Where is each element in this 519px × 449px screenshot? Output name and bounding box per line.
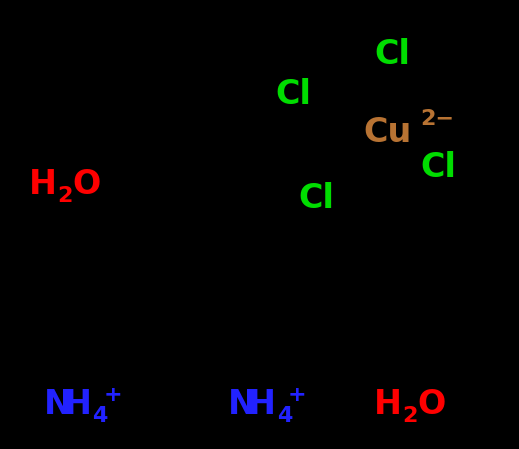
Text: H: H: [374, 388, 402, 422]
Text: Cl: Cl: [275, 78, 311, 111]
Text: 2−: 2−: [420, 109, 455, 129]
Text: H: H: [29, 168, 57, 202]
Text: +: +: [104, 385, 122, 405]
Text: 2: 2: [402, 406, 418, 426]
Text: +: +: [288, 385, 307, 405]
Text: 4: 4: [277, 406, 292, 426]
Text: H: H: [248, 388, 276, 422]
Text: H: H: [64, 388, 92, 422]
Text: 4: 4: [92, 406, 108, 426]
Text: Cl: Cl: [298, 182, 335, 215]
Text: O: O: [73, 168, 101, 202]
Text: Cl: Cl: [374, 38, 410, 71]
Text: O: O: [418, 388, 446, 422]
Text: N: N: [228, 388, 256, 422]
Text: N: N: [44, 388, 72, 422]
Text: Cu: Cu: [363, 116, 412, 149]
Text: Cl: Cl: [420, 150, 457, 184]
Text: 2: 2: [57, 186, 73, 206]
